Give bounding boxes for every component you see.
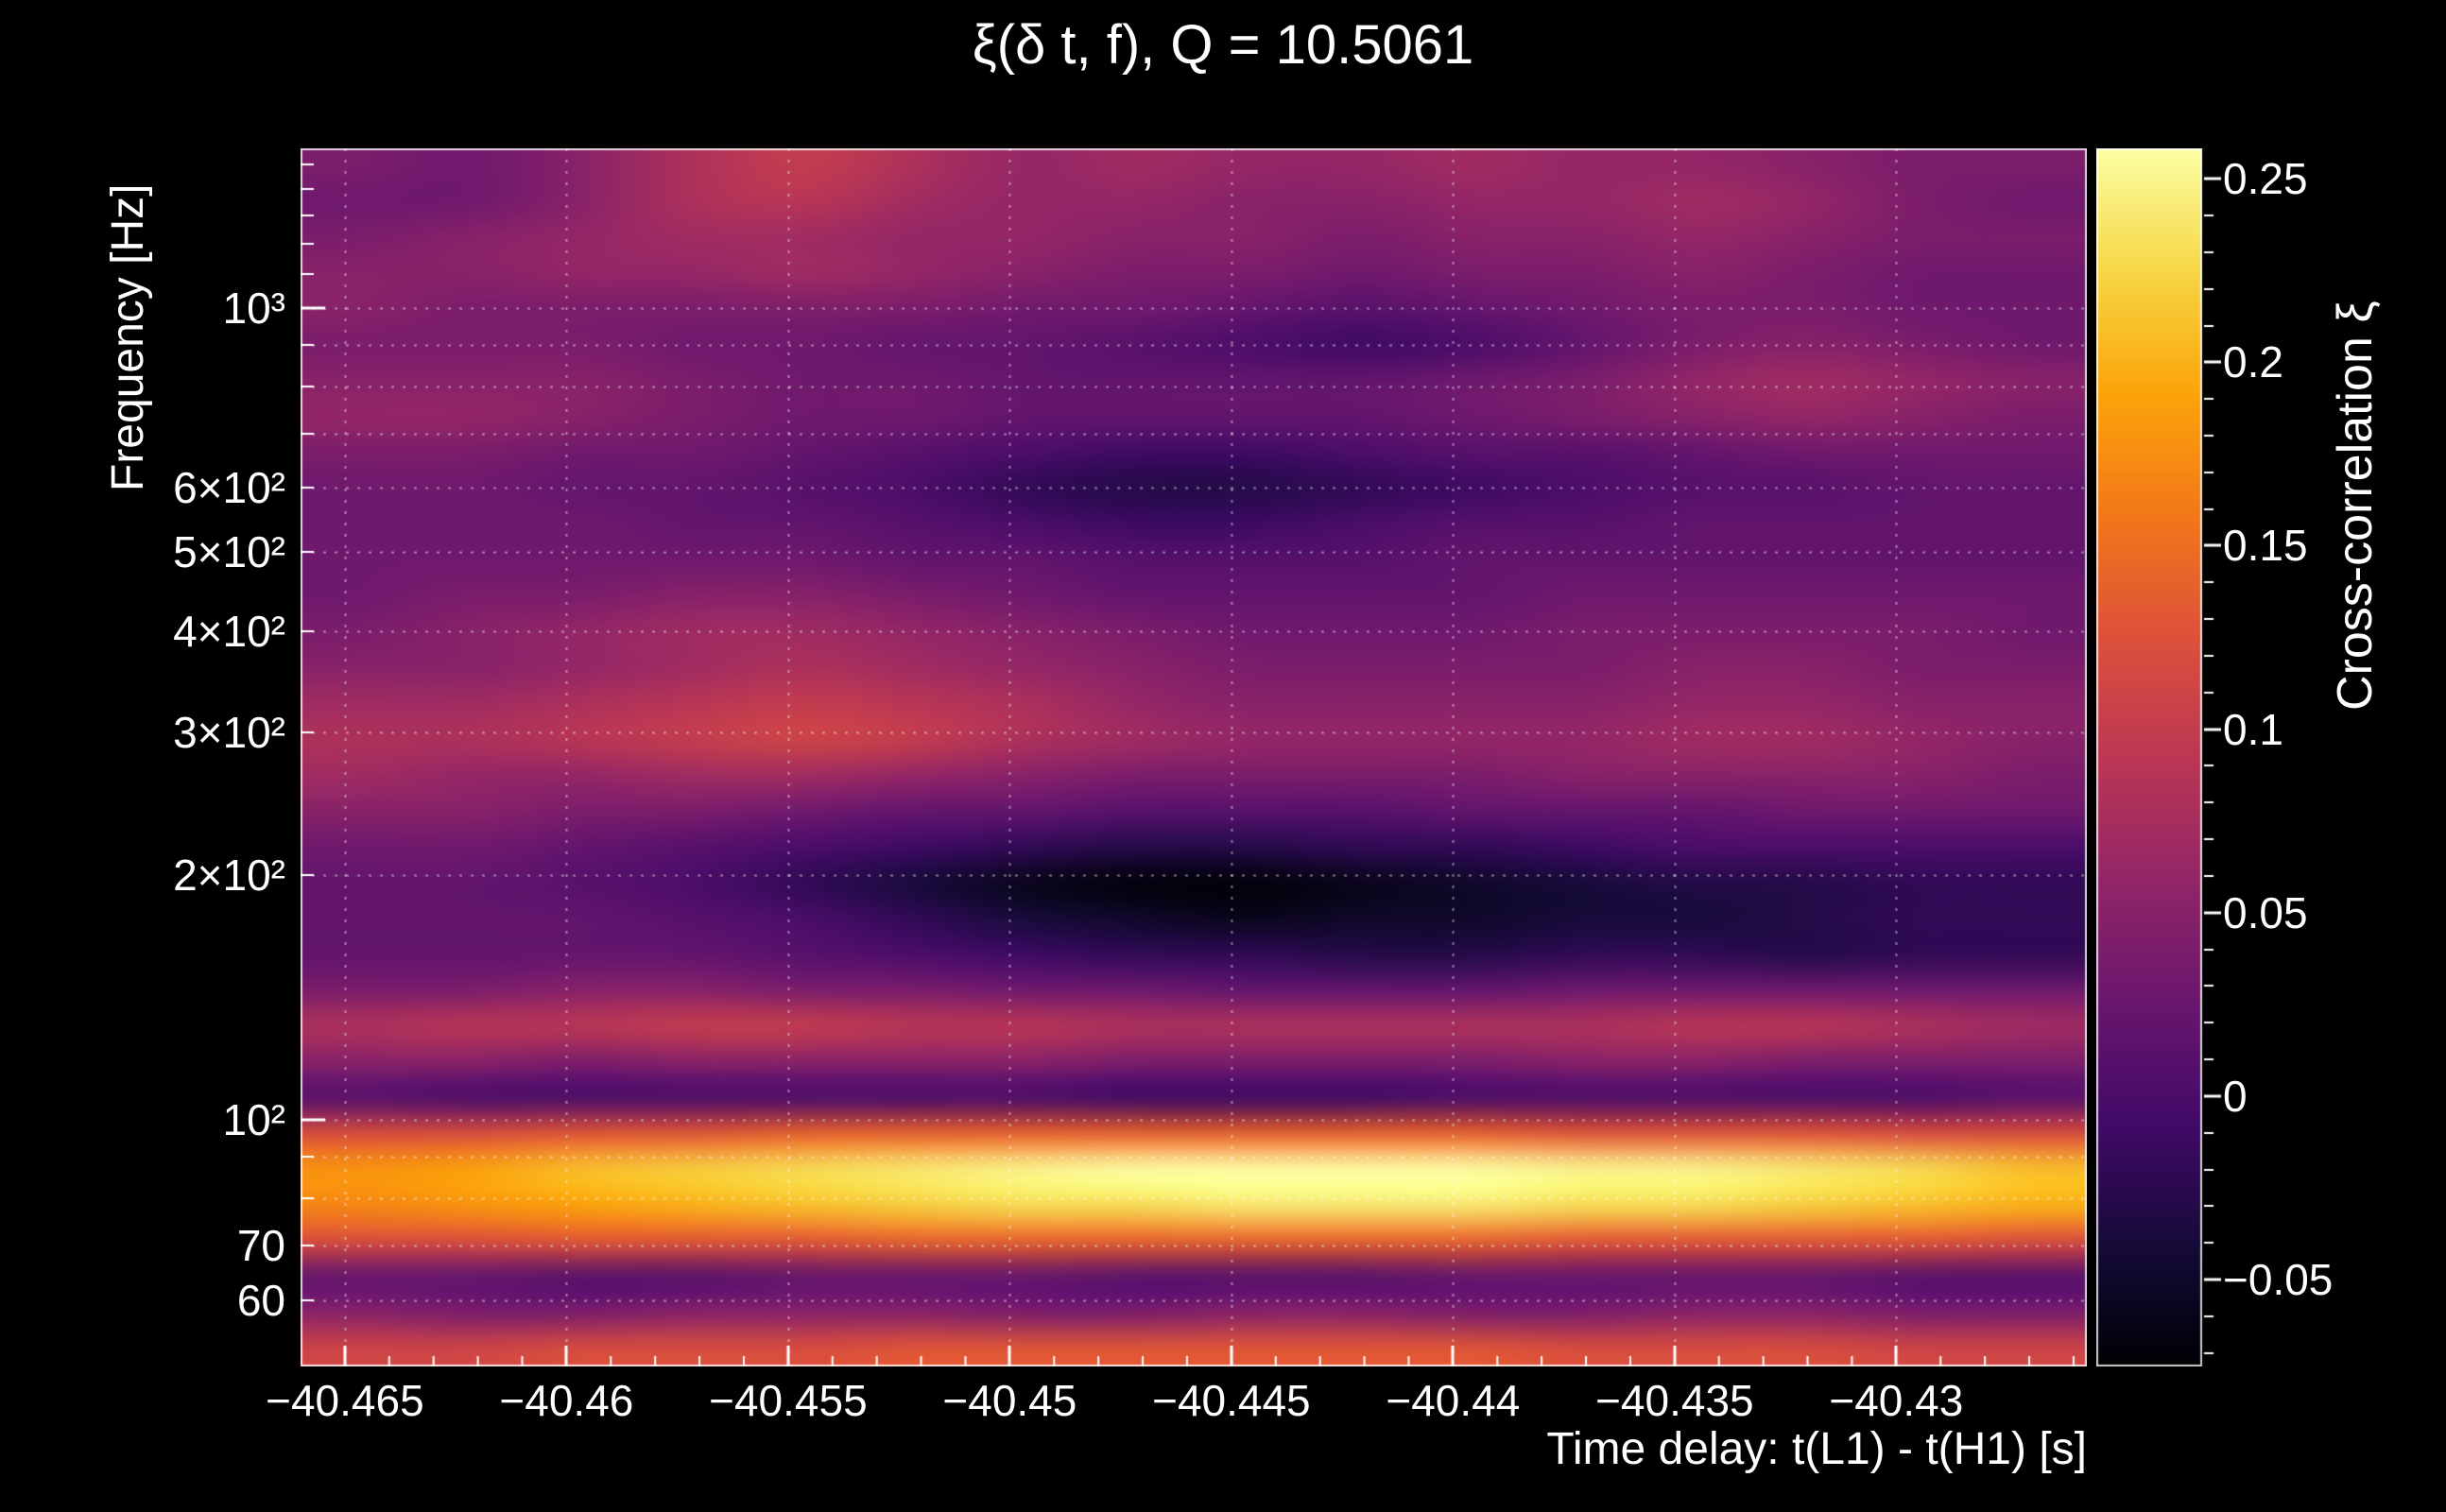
colorbar-tick-label: 0.15 [2223, 521, 2308, 571]
x-tick-label: −40.45 [942, 1376, 1077, 1425]
x-tick-label: −40.445 [1152, 1376, 1311, 1425]
x-tick-label: −40.465 [266, 1376, 424, 1425]
x-tick-label: −40.455 [709, 1376, 868, 1425]
y-tick-label: 3×10² [173, 707, 285, 757]
x-axis-title: Time delay: t(L1) - t(H1) [s] [1546, 1424, 2087, 1474]
colorbar-tick-label: 0.05 [2223, 887, 2308, 937]
heatmap-canvas [301, 148, 2087, 1366]
y-tick-label: 2×10² [173, 850, 285, 901]
x-tick-label: −40.43 [1829, 1376, 1964, 1425]
y-tick-label: 4×10² [173, 606, 285, 656]
x-tick-label: −40.46 [499, 1376, 634, 1425]
x-tick-label: −40.435 [1595, 1376, 1754, 1425]
colorbar-tick-label: 0 [2223, 1071, 2248, 1121]
colorbar-tick-label: 0.25 [2223, 154, 2308, 204]
colorbar-title: Cross-correlation ξ [2328, 301, 2383, 711]
y-axis-title: Frequency [Hz] [103, 183, 153, 491]
colorbar-tick-label: −0.05 [2223, 1254, 2334, 1304]
x-tick-label: −40.44 [1386, 1376, 1521, 1425]
colorbar-tick-label: 0.1 [2223, 704, 2283, 754]
y-tick-label: 60 [236, 1275, 285, 1325]
y-tick-label: 5×10² [173, 527, 285, 577]
chart-title: ξ(δ t, f), Q = 10.5061 [972, 14, 1474, 76]
y-tick-label: 10³ [222, 283, 285, 333]
colorbar-canvas [2096, 148, 2236, 1366]
colorbar-tick-label: 0.2 [2223, 337, 2283, 387]
y-tick-label: 70 [236, 1221, 285, 1271]
y-tick-label: 10² [222, 1095, 285, 1145]
y-tick-label: 6×10² [173, 463, 285, 513]
